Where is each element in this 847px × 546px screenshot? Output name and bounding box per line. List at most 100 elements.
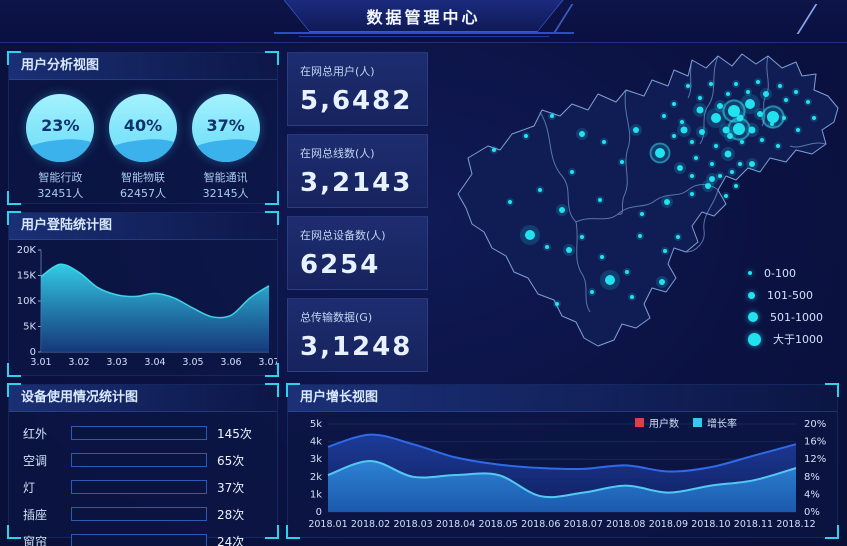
chart-legend-item[interactable]: 增长率 [693,415,737,430]
map-bubble[interactable] [782,116,786,120]
bar-track[interactable] [71,480,207,494]
legend-swatch-icon [693,418,702,427]
axis-tick-label: 15K [17,271,37,282]
map-bubble[interactable] [718,174,722,178]
map-bubble[interactable] [699,129,705,135]
map-bubble[interactable] [727,133,733,139]
map-bubble[interactable] [602,140,606,144]
map-bubble[interactable] [756,80,760,84]
map-bubble[interactable] [664,199,670,205]
map-bubble[interactable] [724,194,728,198]
map-bubble[interactable] [749,161,755,167]
map-bubble[interactable] [555,302,559,306]
map-bubble[interactable] [738,162,742,166]
map-bubble[interactable] [711,113,721,123]
map-bubble[interactable] [746,90,750,94]
map-bubble[interactable] [663,249,667,253]
map-bubble[interactable] [710,162,714,166]
map-bubble[interactable] [690,192,694,196]
map-bubble[interactable] [717,103,723,109]
map-bubble[interactable] [590,290,594,294]
map-bubble[interactable] [767,111,779,123]
map-bubble[interactable] [709,176,715,182]
map-bubble[interactable] [796,128,800,132]
map-bubble[interactable] [748,126,756,134]
map-bubble[interactable] [655,148,665,158]
map-bubble[interactable] [680,120,684,124]
map-bubble[interactable] [605,275,615,285]
map-bubble[interactable] [730,170,734,174]
map-bubble[interactable] [696,106,704,114]
map-bubble[interactable] [550,114,554,118]
legend-dot-icon [748,312,758,322]
map-bubble[interactable] [630,295,634,299]
bar-track[interactable] [71,534,207,546]
map-bubble[interactable] [736,114,744,122]
map-bubble[interactable] [733,123,745,135]
map-bubble[interactable] [698,96,702,100]
map-bubble[interactable] [776,144,780,148]
map-bubble[interactable] [734,184,738,188]
map-bubble[interactable] [672,134,676,138]
map-bubble[interactable] [570,170,574,174]
map-bubble[interactable] [726,92,730,96]
login-area-chart[interactable]: 0 5K 10K 15K 20K 3.01 3.02 3.03 3.04 3.05 3.06 3.07 [9,240,280,374]
map-bubble[interactable] [545,245,549,249]
map-bubble[interactable] [677,165,683,171]
map-bubble[interactable] [525,230,535,240]
panel-title: 用户分析视图 [9,53,277,80]
map-bubble[interactable] [694,156,698,160]
map-bubble[interactable] [794,90,798,94]
map-bubble[interactable] [812,116,816,120]
axis-tick-label: 3.05 [182,357,203,368]
map-bubble[interactable] [672,102,676,106]
map-bubble[interactable] [640,212,644,216]
map-bubble[interactable] [662,114,666,118]
map-bubble[interactable] [705,183,711,189]
map-bubble[interactable] [598,198,602,202]
axis-tick-label: 4k [310,437,322,448]
growth-area-chart[interactable]: 0 1k 2k 3k 4k 5k 0% 4% 8% 12% 16% 20% 2018.01 2018.02… [288,412,837,538]
map-bubble[interactable] [806,100,810,104]
map-bubble[interactable] [784,98,788,102]
map-bubble[interactable] [763,91,769,97]
map-bubble[interactable] [559,207,565,213]
map-bubble[interactable] [625,270,629,274]
map-bubble[interactable] [686,84,690,88]
map-bubble[interactable] [728,105,740,117]
axis-tick-label: 5k [310,419,322,430]
map-bubble[interactable] [492,148,496,152]
map-bubble[interactable] [690,174,694,178]
map-bubble[interactable] [709,82,713,86]
map-bubble[interactable] [620,160,624,164]
map-bubble[interactable] [757,111,763,117]
map-bubble[interactable] [680,126,688,134]
map-bubble[interactable] [676,235,680,239]
map-bubble[interactable] [538,188,542,192]
map-bubble[interactable] [690,140,694,144]
axis-tick-label: 5K [23,322,36,333]
map-bubble[interactable] [659,279,665,285]
map-bubble[interactable] [579,131,585,137]
bar-track[interactable] [71,426,207,440]
map-bubble[interactable] [740,140,744,144]
bar-track[interactable] [71,453,207,467]
map-bubble[interactable] [734,82,738,86]
map-bubble[interactable] [714,144,718,148]
map-bubble[interactable] [580,235,584,239]
bar-track[interactable] [71,507,207,521]
chart-legend-item[interactable]: 用户数 [635,415,679,430]
map-bubble[interactable] [760,138,764,142]
map-bubble[interactable] [724,150,732,158]
map-bubble[interactable] [508,200,512,204]
map-bubble[interactable] [524,134,528,138]
map-bubble[interactable] [722,126,730,134]
map-bubble[interactable] [638,234,642,238]
axis-tick-label: 16% [804,437,826,448]
map-bubble[interactable] [566,247,572,253]
map-bubble[interactable] [600,255,604,259]
map-bubble[interactable] [778,84,782,88]
province-bubble-map[interactable] [430,46,842,380]
map-bubble[interactable] [633,127,639,133]
map-bubble[interactable] [745,99,755,109]
